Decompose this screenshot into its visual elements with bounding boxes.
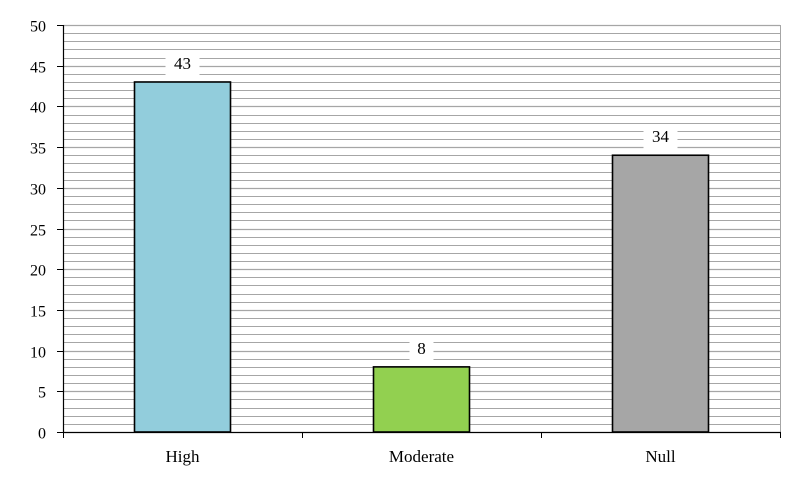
y-tick-label: 15 xyxy=(30,304,46,321)
x-tick-label: High xyxy=(166,447,201,466)
data-label: 43 xyxy=(174,54,191,73)
y-tick-label: 20 xyxy=(30,263,46,280)
data-label: 8 xyxy=(417,339,426,358)
y-tick-label: 5 xyxy=(38,385,46,402)
x-tick-label: Moderate xyxy=(389,447,454,466)
bar-high xyxy=(133,81,232,433)
y-tick-label: 25 xyxy=(30,223,46,240)
y-axis-ticks: 0 5 10 15 20 25 30 35 40 45 50 xyxy=(30,19,63,443)
data-label-background xyxy=(165,51,200,76)
y-tick-label: 45 xyxy=(30,60,46,77)
data-label-background xyxy=(409,336,434,361)
y-tick-label: 10 xyxy=(30,345,46,362)
y-tick-label: 0 xyxy=(38,426,46,443)
y-tick-label: 50 xyxy=(30,19,46,36)
y-tick-label: 30 xyxy=(30,182,46,199)
data-labels: 43 8 34 xyxy=(165,51,678,361)
bar-null xyxy=(611,154,710,433)
bar-moderate xyxy=(372,366,471,433)
y-tick-label: 35 xyxy=(30,141,46,158)
bars xyxy=(133,81,710,433)
x-tick-label: Null xyxy=(645,447,676,466)
x-axis-ticks: High Moderate Null xyxy=(63,432,781,466)
axes xyxy=(62,25,781,434)
y-tick-label: 40 xyxy=(30,100,46,117)
data-label-background xyxy=(643,125,678,150)
data-label: 34 xyxy=(652,127,670,146)
